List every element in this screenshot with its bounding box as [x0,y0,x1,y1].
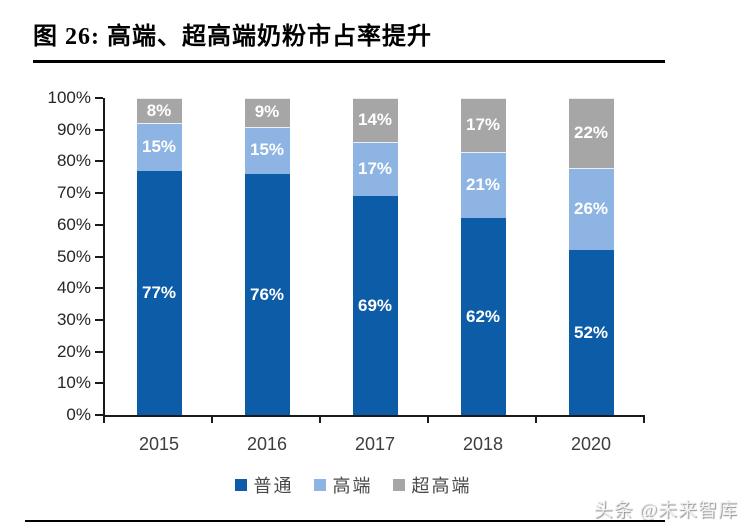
bar-value-label: 21% [465,175,501,195]
bar-value-label: 22% [573,122,609,142]
bar-segment [136,170,182,415]
y-axis-label: 80% [56,151,91,171]
y-tick [95,128,103,131]
bar-value-label: 26% [573,198,609,218]
legend-item: 普通 [234,472,294,498]
x-tick [211,415,213,423]
x-tick [643,415,645,423]
bar-value-label: 69% [357,295,393,315]
bar-segment [136,123,182,171]
y-axis-label: 60% [56,214,91,234]
y-tick [95,414,103,416]
y-axis-label: 40% [56,278,91,298]
legend-swatch-icon [392,479,405,491]
x-tick [103,415,105,423]
x-axis-label: 2017 [354,434,396,454]
bar-segment [568,167,614,251]
y-tick [95,255,103,258]
bar-value-label: 8% [146,100,172,120]
bar-segment [244,174,290,415]
legend-swatch-icon [313,479,326,491]
legend-label: 普通 [253,476,294,496]
legend-item: 高端 [313,472,373,498]
y-axis-label: 0% [66,405,91,424]
legend-item: 超高端 [392,472,472,498]
y-tick [95,160,103,163]
bar-segment [568,250,614,415]
watermark: 头条 @未来智库 [593,500,738,521]
x-tick [427,415,429,423]
bar-segment [460,151,506,219]
bar-value-label: 52% [573,322,609,342]
figure-title: 图 26: 高端、超高端奶粉市占率提升 [33,24,432,50]
x-tick [319,415,321,423]
y-axis-label: 30% [56,309,91,329]
bar-segment [568,98,614,168]
bar-value-label: 9% [254,102,280,122]
bar-segment [352,142,398,197]
y-tick [95,318,103,321]
legend-swatch-icon [234,479,247,491]
y-axis-label: 50% [56,246,91,266]
y-tick [95,97,103,99]
legend-label: 高端 [332,476,373,496]
y-tick [95,382,103,385]
bar-segment [244,126,290,175]
x-axis-label: 2015 [138,434,180,454]
x-axis-label: 2018 [462,434,504,454]
bar-segment [460,98,506,152]
bottom-divider [25,520,665,522]
y-axis-label: 10% [56,373,91,393]
bar-segment [352,196,398,415]
y-tick [95,287,103,290]
bar-value-label: 14% [357,110,393,130]
bar-value-label: 17% [357,159,393,179]
bar-segment [244,98,290,127]
title-underline [33,60,665,63]
y-tick [95,192,103,195]
bar-value-label: 15% [141,137,177,157]
bar-value-label: 77% [141,282,177,302]
bar-value-label: 15% [249,140,285,160]
x-axis-label: 2020 [570,434,612,454]
y-tick [95,223,103,226]
y-axis-label: 20% [56,341,91,361]
legend-label: 超高端 [411,476,472,496]
y-axis-label: 100% [47,88,91,107]
chart-legend: 普通 高端 超高端 [83,474,623,496]
bar-value-label: 17% [465,114,501,134]
y-tick [95,350,103,353]
x-axis-line [103,415,645,417]
bar-segment [136,98,182,124]
bar-value-label: 76% [249,284,285,304]
x-tick [535,415,537,423]
y-axis-label: 70% [56,183,91,203]
x-axis-label: 2016 [246,434,288,454]
bar-value-label: 62% [465,306,501,326]
y-axis-line [103,98,105,415]
y-axis-label: 90% [56,119,91,139]
bar-segment [460,218,506,415]
bar-segment [352,98,398,143]
